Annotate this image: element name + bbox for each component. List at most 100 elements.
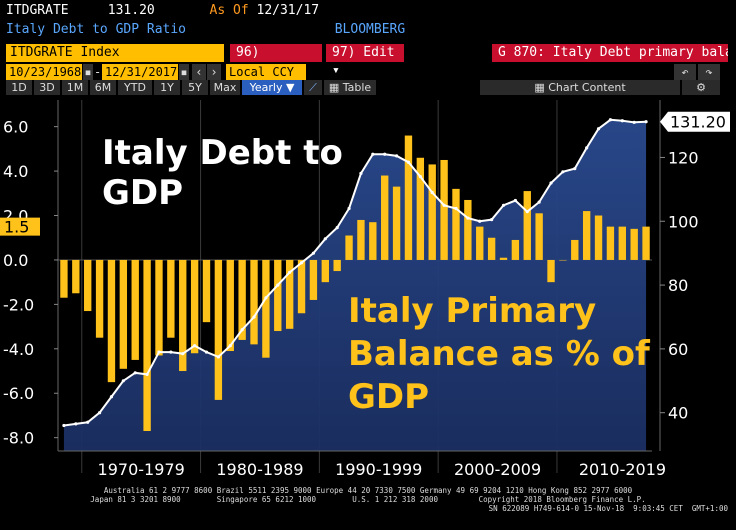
annotation-balance-line: Italy Primary — [348, 291, 596, 331]
primary-balance-bar — [179, 259, 187, 372]
period-max-button[interactable]: Max — [210, 80, 240, 95]
debt-line-point — [537, 200, 541, 204]
period-1m-button[interactable]: 1M — [62, 80, 88, 95]
period-6m-button[interactable]: 6M — [90, 80, 116, 95]
right-tick-label: 80 — [668, 276, 688, 295]
currency-select[interactable]: Local CCY — [226, 64, 306, 80]
debt-line-point — [109, 395, 114, 399]
period-1d-button[interactable]: 1D — [6, 80, 32, 95]
primary-balance-bar — [440, 159, 448, 260]
gear-icon[interactable]: ⚙ — [682, 80, 720, 95]
debt-line-point — [620, 119, 624, 123]
left-tick-label: -4.0 — [3, 340, 34, 359]
debt-line-point — [145, 372, 149, 377]
debt-line-point — [371, 152, 375, 156]
right-tick-label: 60 — [668, 340, 688, 359]
calendar-icon[interactable]: ▪ — [179, 64, 189, 80]
debt-line-point — [193, 344, 197, 348]
primary-balance-bar — [404, 135, 413, 260]
primary-balance-bar — [357, 219, 365, 260]
annotation-debt-line2: GDP — [102, 173, 183, 213]
ticker-code: ITDGRATE — [6, 3, 69, 18]
chart-title-field[interactable]: G 870: Italy Debt primary balan — [492, 44, 728, 62]
right-tick-label: 100 — [668, 212, 699, 231]
chart-content-icon: ▦ — [534, 81, 549, 94]
period-3d-button[interactable]: 3D — [34, 80, 60, 95]
primary-balance-bar — [452, 188, 460, 260]
debt-line-point — [240, 328, 244, 332]
primary-balance-bar — [618, 226, 626, 260]
last-bar-label: 1.5 — [4, 218, 29, 237]
x-tick-label: 1990-1999 — [335, 460, 422, 479]
primary-balance-bar — [72, 259, 80, 294]
primary-balance-bar — [381, 175, 389, 260]
line-chart-icon[interactable]: ⟋ — [304, 80, 322, 95]
primary-balance-bar — [523, 191, 531, 260]
x-tick-label: 2000-2009 — [454, 460, 541, 479]
debt-line-point — [430, 190, 434, 195]
primary-balance-bar — [202, 259, 211, 323]
debt-line-point — [478, 219, 482, 223]
calendar-icon[interactable]: ▪ — [83, 64, 93, 80]
scroll-right-icon[interactable]: › — [207, 64, 221, 80]
left-tick-label: 6.0 — [3, 118, 28, 137]
source-label: BLOOMBERG — [334, 22, 406, 37]
period-ytd-button[interactable]: YTD — [118, 80, 152, 95]
debt-area-fill — [63, 119, 647, 452]
period-1y-button[interactable]: 1Y — [154, 80, 180, 95]
subtitle-line: Italy Debt to GDP Ratio BLOOMBERG — [6, 22, 405, 37]
primary-balance-bar — [214, 259, 223, 400]
primary-balance-bar — [321, 259, 329, 283]
debt-line-point — [406, 160, 411, 164]
table-button[interactable]: ▦ Table — [324, 80, 376, 95]
primary-balance-bar — [594, 215, 603, 260]
chart-content-button[interactable]: ▦ Chart Content — [480, 80, 680, 95]
primary-balance-bar — [428, 164, 436, 260]
end-date-input[interactable]: 12/31/2017 — [102, 64, 178, 80]
frequency-select[interactable]: Yearly ▼ — [242, 80, 302, 95]
left-tick-label: 0.0 — [3, 251, 28, 270]
debt-line-point — [418, 174, 422, 179]
primary-balance-bar — [155, 259, 163, 356]
debt-line-point — [299, 261, 304, 265]
debt-line-point — [288, 270, 292, 274]
table-icon: ▦ — [328, 81, 343, 94]
footer-line-2: Japan 81 3 3201 8900 Singapore 65 6212 1… — [90, 495, 646, 504]
x-tick-label: 1980-1989 — [216, 460, 303, 479]
primary-balance-bar — [250, 259, 258, 345]
scroll-left-icon[interactable]: ‹ — [192, 64, 206, 80]
redo-icon[interactable]: ↷ — [698, 64, 720, 80]
primary-balance-bar — [84, 259, 92, 312]
primary-balance-bar — [511, 239, 520, 260]
primary-balance-bar — [476, 226, 484, 260]
actions-menu-button[interactable]: 96) Actions ▾ — [230, 44, 322, 78]
last-bar-label-box — [0, 217, 40, 236]
left-tick-label: -8.0 — [3, 429, 34, 448]
debt-line-point — [561, 170, 565, 174]
annotation-balance-line: GDP — [348, 377, 429, 417]
primary-balance-bar — [285, 259, 294, 329]
asof-date: 12/31/17 — [256, 3, 320, 18]
debt-line-point — [264, 296, 268, 300]
security-field[interactable]: ITDGRATE Index — [6, 44, 224, 62]
period-5y-button[interactable]: 5Y — [182, 80, 208, 95]
primary-balance-bar — [333, 259, 341, 272]
debt-line-point — [383, 152, 387, 156]
chart-svg: 6.04.02.00.0-2.0-4.0-6.0-8.0 12010080604… — [0, 100, 730, 479]
debt-line-point — [169, 350, 173, 354]
debt-line-point — [347, 206, 351, 211]
annotation-balance-line: Balance as % of — [348, 334, 651, 374]
last-value-labels: 1.5 131.20 — [0, 111, 730, 237]
debt-line-point — [216, 355, 220, 359]
debt-line-point — [596, 127, 601, 131]
annotation-debt-line1: Italy Debt to — [102, 133, 343, 173]
primary-balance-bar — [416, 157, 425, 260]
start-date-input[interactable]: 10/23/1968 — [6, 64, 82, 80]
last-value: 131.20 — [107, 3, 155, 18]
edit-menu-button[interactable]: 97) Edit ▾ — [326, 44, 404, 78]
undo-icon[interactable]: ↶ — [674, 64, 696, 80]
left-tick-label: -2.0 — [3, 295, 34, 314]
primary-balance-bar — [297, 259, 306, 314]
primary-balance-bar — [547, 259, 555, 283]
